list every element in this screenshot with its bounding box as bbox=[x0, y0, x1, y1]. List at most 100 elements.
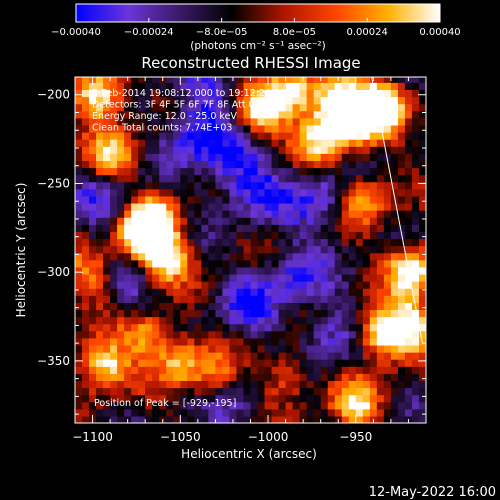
heatmap-cell bbox=[355, 380, 364, 389]
heatmap-cell bbox=[334, 89, 343, 98]
heatmap-cell bbox=[215, 174, 224, 183]
heatmap-cell bbox=[418, 344, 426, 353]
heatmap-cell bbox=[334, 401, 343, 410]
heatmap-cell bbox=[411, 96, 420, 105]
heatmap-cell bbox=[166, 252, 174, 261]
heatmap-cell bbox=[383, 174, 392, 183]
heatmap-cell bbox=[187, 281, 195, 289]
heatmap-cell bbox=[264, 387, 273, 396]
heatmap-cell bbox=[376, 408, 385, 417]
heatmap-cell bbox=[103, 337, 111, 346]
heatmap-cell bbox=[96, 195, 104, 204]
heatmap-cell bbox=[103, 188, 111, 197]
heatmap-cell bbox=[285, 408, 294, 417]
heatmap-cell bbox=[89, 323, 97, 332]
heatmap-cell bbox=[285, 139, 294, 147]
heatmap-cell bbox=[292, 174, 301, 183]
heatmap-cell bbox=[89, 89, 97, 98]
heatmap-cell bbox=[411, 309, 420, 318]
heatmap-cell bbox=[187, 316, 195, 325]
heatmap-cell bbox=[131, 224, 139, 232]
heatmap-cell bbox=[383, 167, 392, 176]
heatmap-cell bbox=[187, 366, 195, 374]
heatmap-cell bbox=[306, 160, 315, 169]
heatmap-cell bbox=[313, 323, 322, 332]
heatmap-cell bbox=[117, 373, 125, 382]
heatmap-cell bbox=[187, 146, 195, 154]
heatmap-cell bbox=[418, 238, 426, 247]
heatmap-cell bbox=[75, 380, 83, 389]
x-tick-label: −950 bbox=[339, 430, 372, 444]
heatmap-cell bbox=[75, 132, 83, 140]
heatmap-cell bbox=[355, 238, 364, 247]
info-line: 9-Feb-2014 19:08:12.000 to 19:12:24.000 bbox=[92, 88, 292, 99]
heatmap-cell bbox=[187, 380, 195, 389]
heatmap-cell bbox=[341, 373, 350, 382]
heatmap-cell bbox=[418, 103, 426, 112]
heatmap-cell bbox=[75, 139, 83, 147]
heatmap-cell bbox=[362, 302, 371, 311]
heatmap-cell bbox=[257, 245, 266, 254]
heatmap-cell bbox=[369, 259, 378, 268]
heatmap-cell bbox=[355, 82, 364, 91]
heatmap-cell bbox=[320, 153, 329, 161]
heatmap-cell bbox=[313, 281, 322, 289]
heatmap-cell bbox=[96, 415, 104, 423]
heatmap-cell bbox=[264, 117, 273, 126]
heatmap-cell bbox=[334, 210, 343, 218]
heatmap-cell bbox=[243, 160, 252, 169]
heatmap-cell bbox=[348, 266, 357, 275]
heatmap-cell bbox=[222, 323, 231, 332]
heatmap-cell bbox=[418, 259, 426, 268]
heatmap-cell bbox=[75, 174, 83, 183]
heatmap-cell bbox=[306, 117, 315, 126]
heatmap-cell bbox=[180, 89, 188, 98]
heatmap-cell bbox=[362, 288, 371, 296]
colorbar-units: (photons cm⁻² s⁻¹ asec⁻²) bbox=[190, 40, 325, 52]
heatmap-cell bbox=[89, 359, 97, 367]
heatmap-cell bbox=[173, 273, 181, 282]
heatmap-cell bbox=[383, 316, 392, 325]
heatmap-cell bbox=[215, 252, 224, 261]
heatmap-cell bbox=[89, 139, 97, 147]
heatmap-cell bbox=[166, 96, 174, 105]
heatmap-cell bbox=[306, 89, 315, 98]
heatmap-cell bbox=[229, 110, 238, 119]
heatmap-cell bbox=[390, 96, 399, 105]
heatmap-cell bbox=[166, 401, 174, 410]
heatmap-cell bbox=[264, 89, 273, 98]
heatmap-cell bbox=[201, 174, 209, 183]
heatmap-cell bbox=[159, 344, 167, 353]
heatmap-cell bbox=[362, 117, 371, 126]
heatmap-cell bbox=[397, 160, 406, 169]
heatmap-cell bbox=[201, 238, 209, 247]
heatmap-cell bbox=[145, 124, 153, 133]
heatmap-cell bbox=[271, 415, 280, 423]
heatmap-cell bbox=[236, 380, 245, 389]
heatmap-cell bbox=[152, 195, 160, 204]
heatmap-cell bbox=[355, 408, 364, 417]
heatmap-cell bbox=[313, 77, 322, 83]
heatmap-cell bbox=[404, 380, 413, 389]
heatmap-cell bbox=[341, 146, 350, 154]
heatmap-cell bbox=[299, 408, 308, 417]
heatmap-cell bbox=[131, 82, 139, 91]
heatmap-cell bbox=[166, 77, 174, 83]
heatmap-cell bbox=[201, 146, 209, 154]
heatmap-cell bbox=[117, 153, 125, 161]
heatmap-cell bbox=[201, 82, 209, 91]
heatmap-cell bbox=[355, 195, 364, 204]
heatmap-cell bbox=[117, 195, 125, 204]
heatmap-cell bbox=[320, 309, 329, 318]
heatmap-cell bbox=[404, 323, 413, 332]
heatmap-cell bbox=[145, 359, 153, 367]
heatmap-cell bbox=[278, 188, 287, 197]
heatmap-cell bbox=[131, 281, 139, 289]
heatmap-cell bbox=[257, 124, 266, 133]
heatmap-cell bbox=[110, 82, 118, 91]
heatmap-cell bbox=[145, 77, 153, 83]
heatmap-cell bbox=[271, 288, 280, 296]
heatmap-cell bbox=[152, 217, 160, 225]
heatmap-cell bbox=[362, 231, 371, 240]
heatmap-cell bbox=[257, 281, 266, 289]
